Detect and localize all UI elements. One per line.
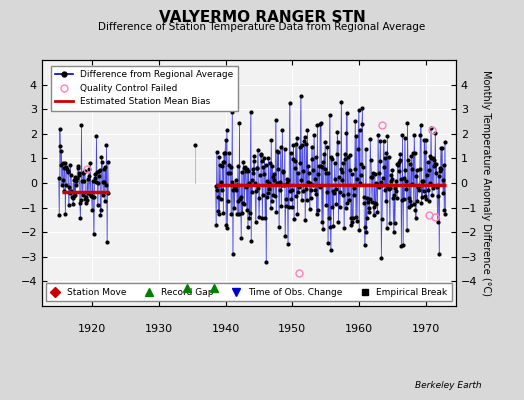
- Text: 1960: 1960: [345, 324, 373, 334]
- Text: Difference of Station Temperature Data from Regional Average: Difference of Station Temperature Data f…: [99, 22, 425, 32]
- Text: VALYERMO RANGER STN: VALYERMO RANGER STN: [159, 10, 365, 25]
- Text: 1930: 1930: [145, 324, 173, 334]
- Text: 1920: 1920: [78, 324, 106, 334]
- Text: 1940: 1940: [211, 324, 239, 334]
- Text: 1970: 1970: [412, 324, 440, 334]
- Text: Berkeley Earth: Berkeley Earth: [416, 381, 482, 390]
- Legend: Station Move, Record Gap, Time of Obs. Change, Empirical Break: Station Move, Record Gap, Time of Obs. C…: [47, 284, 452, 302]
- Text: 1950: 1950: [278, 324, 307, 334]
- Y-axis label: Monthly Temperature Anomaly Difference (°C): Monthly Temperature Anomaly Difference (…: [482, 70, 492, 296]
